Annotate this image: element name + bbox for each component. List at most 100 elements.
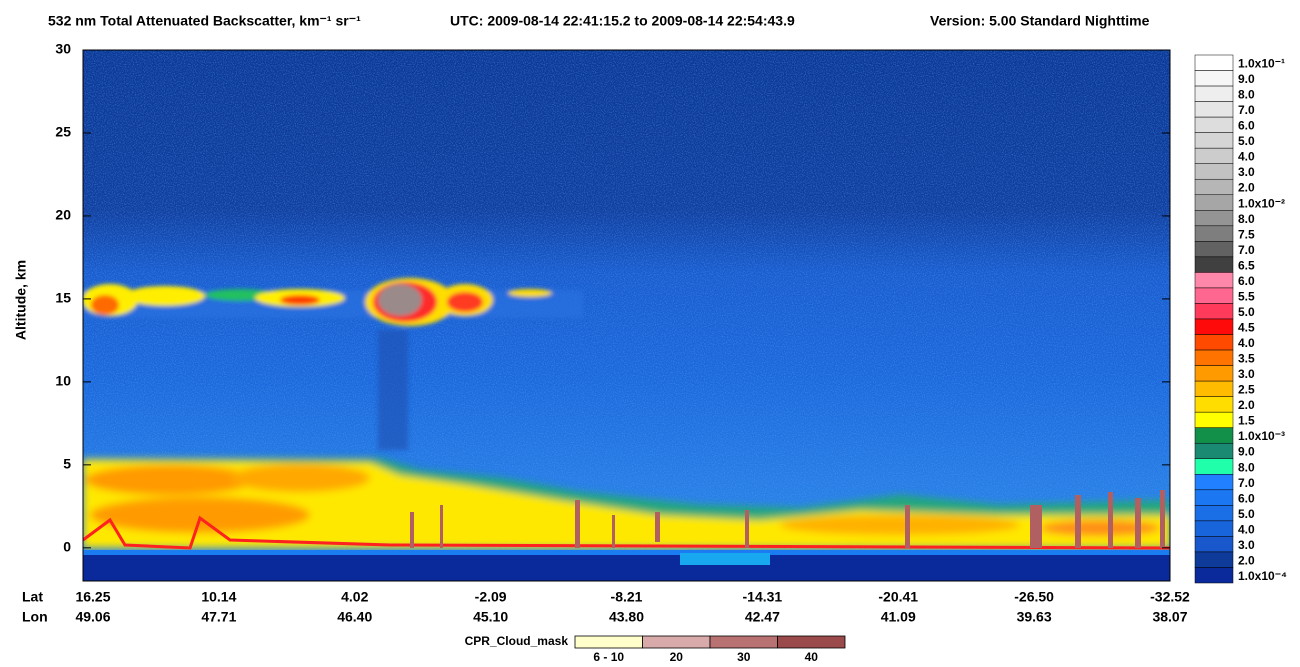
x-row-name: Lat: [22, 589, 43, 605]
colorbar-label: 1.5: [1238, 414, 1255, 428]
colorbar-swatch: [1194, 287, 1234, 304]
colorbar-swatch: [1194, 54, 1234, 71]
utc-range: UTC: 2009-08-14 22:41:15.2 to 2009-08-14…: [450, 13, 795, 29]
colorbar-swatch: [1194, 272, 1234, 289]
colorbar-label: 4.0: [1238, 150, 1255, 164]
x-tick-label: -14.31: [743, 589, 783, 605]
y-tick-label: 15: [55, 290, 71, 306]
x-row-name: Lon: [22, 609, 48, 625]
colorbar-swatch: [1194, 365, 1234, 382]
colorbar-label: 8.0: [1238, 460, 1255, 474]
colorbar-swatch: [1194, 551, 1234, 568]
cloud-mask-swatch: [709, 635, 778, 649]
x-tick-label: 45.10: [473, 609, 508, 625]
colorbar-label: 4.5: [1238, 320, 1255, 334]
x-tick-label: 4.02: [341, 589, 368, 605]
colorbar-label: 7.5: [1238, 227, 1255, 241]
plot-frame: [82, 49, 1171, 582]
subsurface-patch: [680, 553, 770, 565]
colorbar-label: 1.0x10⁻⁴: [1238, 569, 1287, 583]
x-tick-label: -26.50: [1014, 589, 1054, 605]
colorbar-label: 8.0: [1238, 88, 1255, 102]
colorbar-label: 2.0: [1238, 553, 1255, 567]
colorbar-label: 6.0: [1238, 491, 1255, 505]
y-tick-label: 0: [63, 539, 71, 555]
colorbar-swatch: [1194, 536, 1234, 553]
colorbar-label: 7.0: [1238, 243, 1255, 257]
colorbar-swatch: [1194, 210, 1234, 227]
colorbar-swatch: [1194, 349, 1234, 366]
colorbar-swatch: [1194, 505, 1234, 522]
y-tick-label: 30: [55, 41, 71, 57]
colorbar-label: 6.0: [1238, 119, 1255, 133]
curtain: [83, 50, 1170, 581]
y-tick-label: 20: [55, 207, 71, 223]
colorbar-swatch: [1194, 334, 1234, 351]
x-tick-label: 46.40: [337, 609, 372, 625]
colorbar-label: 3.0: [1238, 165, 1255, 179]
colorbar-swatch: [1194, 427, 1234, 444]
cloud-mask-label: 20: [670, 650, 684, 664]
cloud-mask-label: 6 - 10: [593, 650, 624, 664]
colorbar-swatch: [1194, 396, 1234, 413]
colorbar-label: 7.0: [1238, 103, 1255, 117]
x-tick-label: 38.07: [1152, 609, 1187, 625]
colorbar-label: 3.5: [1238, 352, 1255, 366]
colorbar-swatch: [1194, 132, 1234, 149]
colorbar-swatch: [1194, 303, 1234, 320]
colorbar-swatch: [1194, 411, 1234, 428]
y-tick-label: 5: [63, 456, 71, 472]
colorbar-label: 5.0: [1238, 507, 1255, 521]
colorbar-label: 5.5: [1238, 289, 1255, 303]
colorbar-label: 6.0: [1238, 274, 1255, 288]
y-tick-label: 10: [55, 373, 71, 389]
colorbar-swatch: [1194, 567, 1234, 584]
colorbar-swatch: [1194, 85, 1234, 102]
x-tick-label: -8.21: [611, 589, 643, 605]
colorbar-label: 9.0: [1238, 445, 1255, 459]
colorbar-swatch: [1194, 178, 1234, 196]
colorbar-swatch: [1194, 380, 1234, 397]
chart-title: 532 nm Total Attenuated Backscatter, km⁻…: [48, 13, 361, 29]
y-tick-label: 25: [55, 124, 71, 140]
x-tick-label: 41.09: [881, 609, 916, 625]
colorbar-label: 3.0: [1238, 367, 1255, 381]
x-tick-label: 42.47: [745, 609, 780, 625]
y-axis-label: Altitude, km: [13, 260, 29, 340]
colorbar-swatch: [1194, 474, 1234, 491]
x-tick-label: -32.52: [1150, 589, 1190, 605]
x-tick-label: 10.14: [201, 589, 236, 605]
cirrus: [83, 278, 583, 450]
colorbar-label: 5.0: [1238, 134, 1255, 148]
version: Version: 5.00 Standard Nighttime: [930, 13, 1150, 29]
colorbar-swatch: [1194, 116, 1234, 133]
subsurface: [83, 555, 1170, 581]
colorbar-label: 6.5: [1238, 258, 1255, 272]
colorbar-label: 1.0x10⁻²: [1238, 196, 1285, 210]
surface-subsurface: [83, 550, 1170, 555]
cloud-mask-swatch: [777, 635, 846, 649]
colorbar-swatch: [1194, 163, 1234, 180]
colorbar-swatch: [1194, 318, 1234, 335]
colorbar-label: 8.0: [1238, 212, 1255, 226]
cloud-mask-title: CPR_Cloud_mask: [465, 634, 569, 648]
colorbar-label: 2.0: [1238, 398, 1255, 412]
colorbar-swatch: [1194, 147, 1234, 164]
colorbar-label: 4.0: [1238, 336, 1255, 350]
x-tick-label: 47.71: [201, 609, 236, 625]
colorbar-swatch: [1194, 241, 1234, 258]
aerosol-layer: [83, 458, 1170, 548]
colorbar-label: 9.0: [1238, 72, 1255, 86]
colorbar-swatch: [1194, 194, 1234, 211]
x-tick-label: -20.41: [878, 589, 918, 605]
colorbar-label: 2.0: [1238, 181, 1255, 195]
colorbar-swatch: [1194, 520, 1234, 537]
colorbar-label: 2.5: [1238, 383, 1255, 397]
cloud-mask-swatch: [642, 635, 711, 649]
colorbar-swatch: [1194, 225, 1234, 242]
cloud-mask-swatch: [574, 635, 643, 649]
colorbar-label: 1.0x10⁻¹: [1238, 56, 1285, 70]
surface-line: [83, 515, 1170, 550]
cloud-mask-label: 40: [805, 650, 819, 664]
